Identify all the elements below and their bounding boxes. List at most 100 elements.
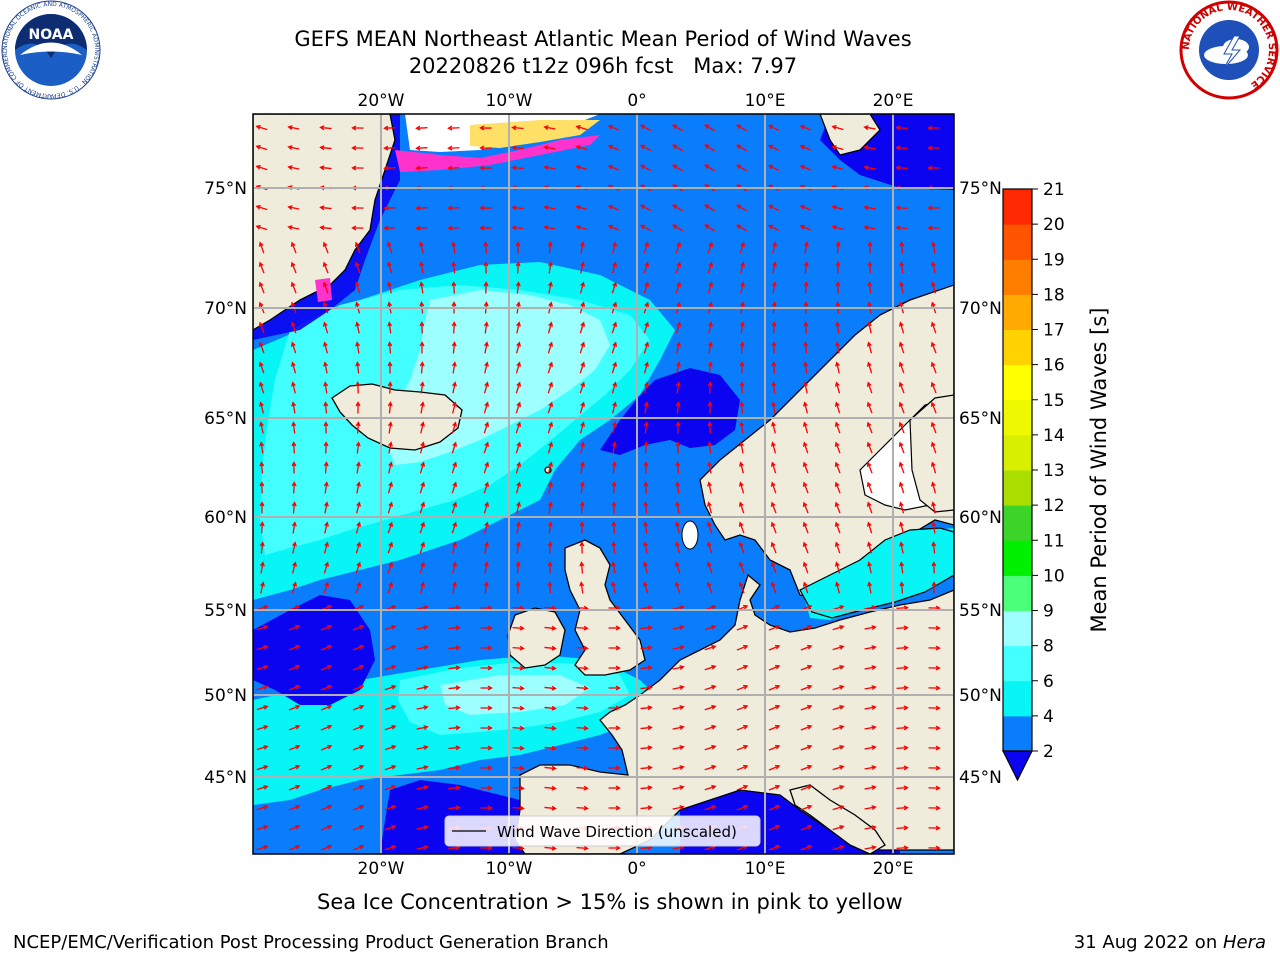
wave-direction-arrow <box>419 341 425 354</box>
wave-direction-arrow <box>419 281 425 294</box>
wave-direction-arrow <box>547 241 553 254</box>
wave-direction-arrow <box>802 561 809 574</box>
wave-direction-arrow <box>707 481 712 494</box>
wave-direction-arrow <box>384 764 397 771</box>
wave-direction-arrow <box>707 241 714 254</box>
wave-direction-arrow <box>480 665 493 671</box>
wave-direction-arrow <box>771 401 777 414</box>
wave-direction-arrow <box>483 481 490 494</box>
wave-direction-arrow <box>768 724 781 731</box>
colorbar-tick-label: 18 <box>1043 285 1065 305</box>
wave-direction-arrow <box>256 764 269 771</box>
wave-direction-arrow <box>895 145 908 151</box>
wave-direction-arrow <box>352 784 365 791</box>
wave-direction-arrow <box>384 824 397 831</box>
lat-label: 55°N <box>959 601 1002 621</box>
wave-direction-arrow <box>707 261 714 274</box>
wave-direction-arrow <box>579 481 585 494</box>
wave-direction-arrow <box>579 581 585 594</box>
wave-direction-arrow <box>290 261 297 274</box>
wave-direction-arrow <box>320 704 333 711</box>
wave-direction-arrow <box>767 144 780 152</box>
wave-direction-arrow <box>704 144 716 152</box>
wave-direction-arrow <box>866 421 873 434</box>
wave-direction-arrow <box>611 501 617 514</box>
sea-ice-pink <box>395 135 600 172</box>
wave-direction-arrow <box>736 804 749 811</box>
wave-direction-arrow <box>803 401 809 414</box>
wave-direction-arrow <box>416 665 429 670</box>
wave-direction-arrow <box>640 705 653 711</box>
wave-direction-arrow <box>639 164 652 172</box>
wave-direction-arrow <box>864 605 877 611</box>
nws-logo: NATIONAL WEATHER SERVICE <box>1179 0 1279 100</box>
wave-direction-arrow <box>544 685 557 691</box>
footer-host: Hera <box>1222 932 1266 953</box>
lat-label: 70°N <box>204 299 247 319</box>
wave-direction-arrow <box>576 805 589 811</box>
wave-direction-arrow <box>387 581 394 594</box>
wave-direction-arrow <box>419 381 425 394</box>
wave-direction-arrow <box>291 461 297 474</box>
wave-direction-arrow <box>447 165 460 171</box>
wave-direction-arrow <box>288 824 301 831</box>
wave-direction-arrow <box>288 704 301 711</box>
wave-direction-arrow <box>576 845 589 851</box>
wave-direction-arrow <box>387 381 393 394</box>
wave-direction-arrow <box>575 164 588 171</box>
wave-direction-arrow <box>675 441 681 454</box>
wave-direction-arrow <box>515 421 522 434</box>
wave-direction-arrow <box>511 165 524 171</box>
wave-direction-arrow <box>323 501 329 514</box>
wave-direction-arrow <box>802 541 809 554</box>
wave-direction-arrow <box>448 605 461 611</box>
wave-direction-arrow <box>608 785 621 791</box>
wave-direction-arrow <box>579 321 586 334</box>
wave-direction-arrow <box>896 745 909 751</box>
wave-direction-arrow <box>896 705 909 711</box>
wave-direction-arrow <box>352 644 365 651</box>
wave-direction-arrow <box>768 664 781 671</box>
wave-direction-arrow <box>547 401 554 414</box>
wave-direction-arrow <box>387 541 394 554</box>
wave-direction-arrow <box>480 705 493 711</box>
wave-direction-arrow <box>835 361 840 374</box>
noaa-logo-text: NOAA <box>29 27 74 43</box>
wave-direction-arrow <box>672 705 685 710</box>
wave-direction-arrow <box>640 665 653 671</box>
wave-direction-arrow <box>416 765 429 770</box>
wave-direction-arrow <box>767 124 780 132</box>
wave-direction-arrow <box>707 381 713 394</box>
wave-direction-arrow <box>419 401 425 414</box>
wave-direction-arrow <box>867 341 873 354</box>
wave-direction-arrow <box>419 481 426 494</box>
wave-direction-arrow <box>899 541 905 554</box>
wave-direction-arrow <box>832 724 845 731</box>
wave-direction-arrow <box>451 341 457 354</box>
wave-direction-arrow <box>643 321 650 334</box>
wave-direction-arrow <box>802 461 809 474</box>
wave-direction-arrow <box>736 224 748 232</box>
wave-direction-arrow <box>802 521 809 534</box>
wave-direction-arrow <box>319 225 332 231</box>
wave-direction-arrow <box>480 645 493 651</box>
wave-direction-arrow <box>898 321 905 334</box>
wave-direction-arrow <box>479 145 492 151</box>
wave-direction-arrow <box>672 665 685 670</box>
wave-direction-arrow <box>640 745 653 751</box>
wave-direction-arrow <box>866 441 873 454</box>
wave-direction-arrow <box>676 361 681 374</box>
colorbar-segment <box>1003 575 1032 611</box>
wave-direction-arrow <box>770 581 777 594</box>
wave-direction-arrow <box>256 804 269 811</box>
wave-direction-arrow <box>515 541 521 554</box>
lat-labels-right: 75°N 70°N 65°N 60°N 55°N 50°N 45°N <box>959 179 1002 788</box>
wave-direction-arrow <box>707 461 713 474</box>
wave-direction-arrow <box>416 625 429 630</box>
colorbar-tick-label: 13 <box>1043 461 1065 481</box>
wave-direction-arrow <box>896 625 909 631</box>
wave-direction-arrow <box>351 165 364 171</box>
wave-direction-arrow <box>928 625 941 631</box>
colorbar-tick-label: 8 <box>1043 637 1054 657</box>
wave-direction-arrow <box>770 461 777 474</box>
